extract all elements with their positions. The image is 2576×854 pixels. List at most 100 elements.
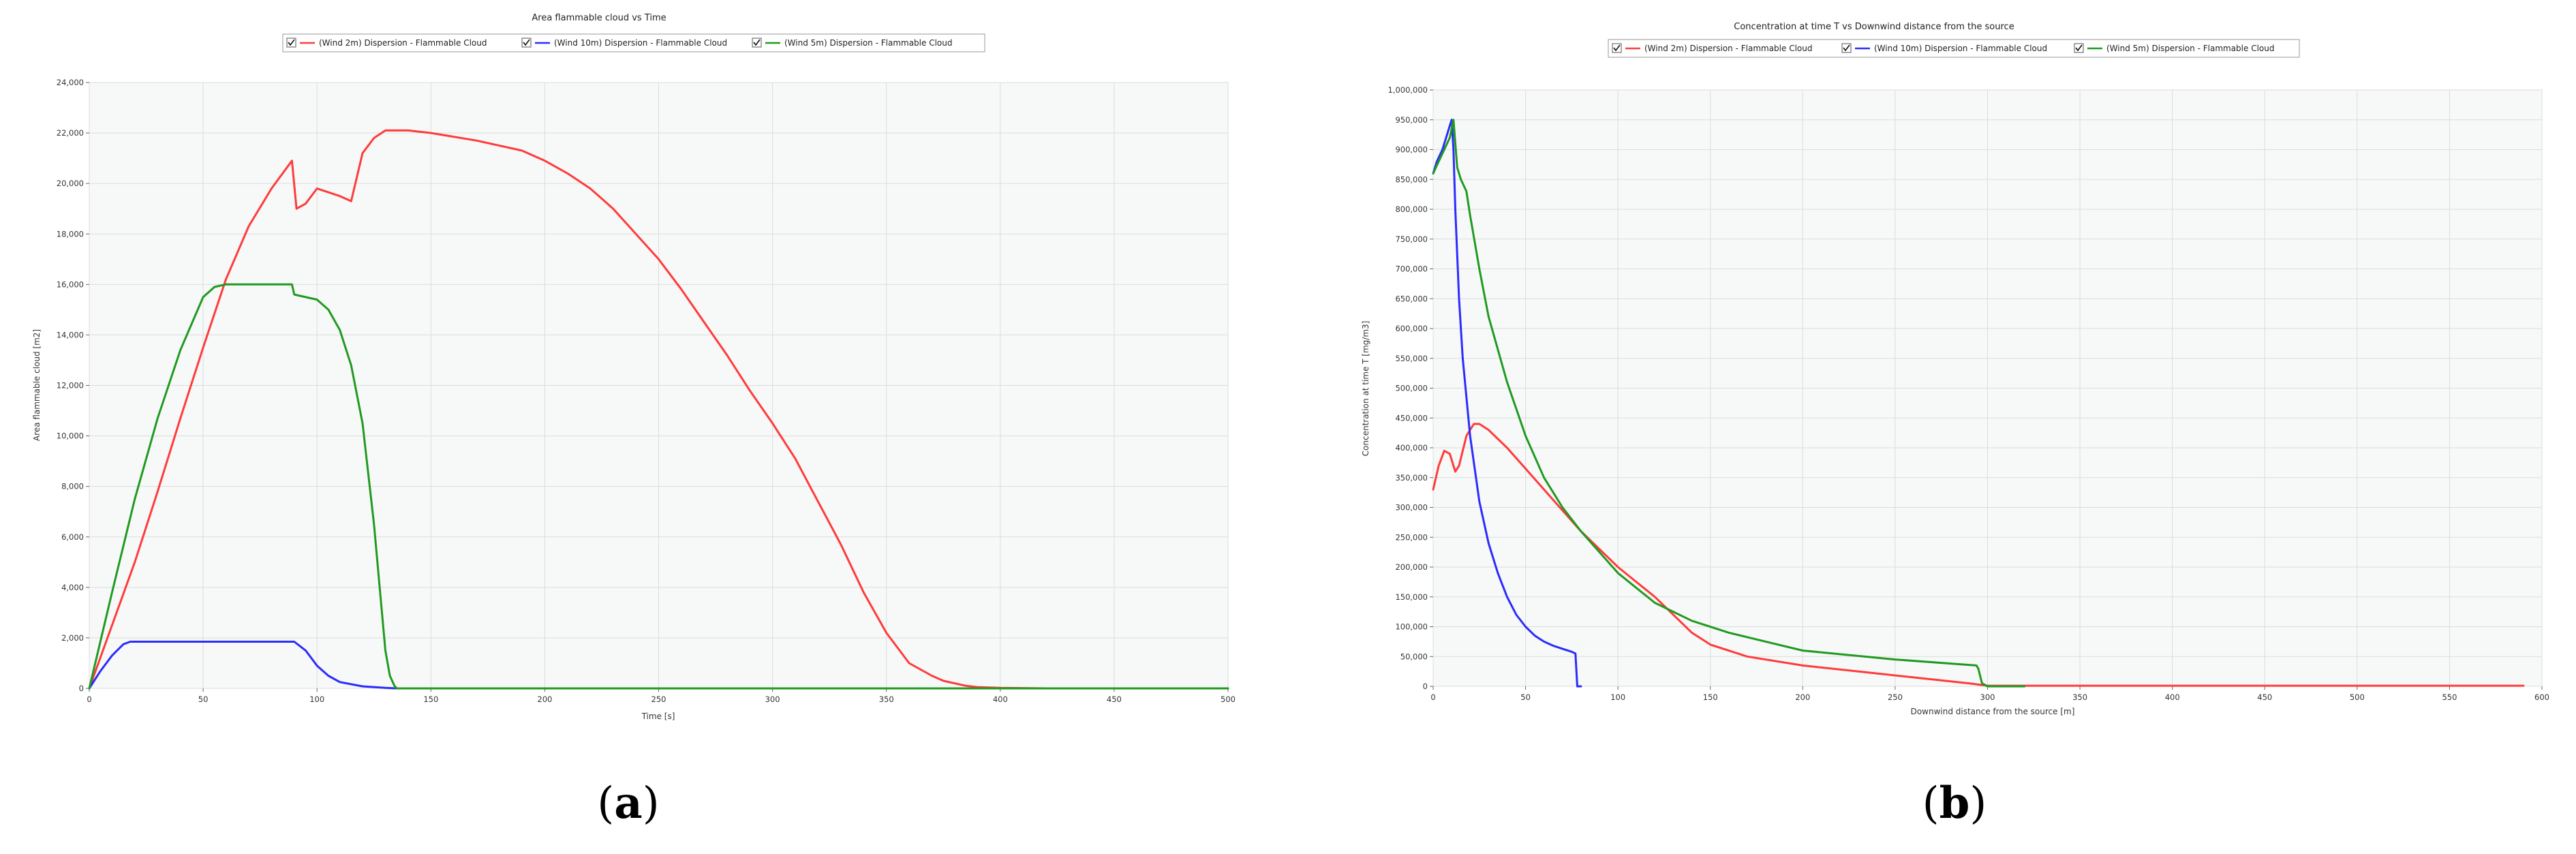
chart-a-legend-label-wind10m: (Wind 10m) Dispersion - Flammable Cloud	[554, 38, 727, 48]
chart-b-legend-box	[1608, 39, 2300, 58]
chart-b-y-tick-label: 850,000	[1395, 174, 1428, 184]
chart-b-y-tick-label: 400,000	[1395, 443, 1428, 453]
chart-a-x-tick-label: 150	[423, 695, 438, 704]
chart-a-y-tick-label: 20,000	[57, 179, 84, 188]
chart-b-title: Concentration at time T vs Downwind dist…	[1734, 22, 2014, 32]
checkmark-icon	[1613, 44, 1621, 52]
chart-a-y-tick-label: 6,000	[61, 532, 84, 542]
panel-label-b: (b)	[1922, 778, 1987, 829]
panel-label-a: (a)	[597, 778, 659, 829]
chart-b-y-tick-label: 800,000	[1395, 204, 1428, 214]
chart-a-x-tick-label: 250	[651, 695, 666, 704]
chart-b-x-ticks: 0 50 100 150 200 250 300 350 400 450 500 550 600	[1430, 686, 2549, 702]
chart-a-y-tick-label: 12,000	[57, 381, 84, 391]
chart-a-y-ticks: 0 2,000 4,000 6,000 8,000 10,000 12,000 14,000 1…	[57, 78, 89, 693]
chart-b-y-tick-label: 350,000	[1395, 473, 1428, 483]
chart-a-legend-item-wind5m[interactable]: (Wind 5m) Dispersion - Flammable Cloud	[752, 37, 952, 48]
chart-b-x-tick-label: 250	[1888, 692, 1903, 702]
chart-b-y-tick-label: 250,000	[1395, 532, 1428, 542]
chart-a-y-tick-label: 18,000	[57, 229, 84, 239]
chart-a-legend-item-wind10m[interactable]: (Wind 10m) Dispersion - Flammable Cloud	[521, 37, 727, 48]
chart-a-y-tick-label: 22,000	[57, 128, 84, 138]
chart-a-y-tick-label: 0	[79, 684, 84, 693]
chart-a-y-tick-label: 14,000	[57, 330, 84, 339]
chart-a-y-tick-label: 8,000	[61, 482, 84, 491]
chart-a-y-axis-label: Area flammable cloud [m2]	[32, 329, 42, 441]
chart-b-x-tick-label: 200	[1795, 692, 1810, 702]
chart-b-legend-item-wind5m[interactable]: (Wind 5m) Dispersion - Flammable Cloud	[2074, 43, 2274, 53]
chart-b-y-tick-label: 450,000	[1395, 413, 1428, 423]
chart-a-x-tick-label: 0	[87, 695, 91, 704]
chart-b-x-tick-label: 600	[2534, 692, 2549, 702]
chart-b-x-tick-label: 350	[2072, 692, 2087, 702]
chart-a-legend: (Wind 2m) Dispersion - Flammable Cloud (…	[282, 33, 985, 52]
chart-b-y-tick-label: 300,000	[1395, 503, 1428, 513]
chart-a-y-tick-label: 16,000	[57, 279, 84, 289]
chart-b-y-tick-label: 100,000	[1395, 622, 1428, 632]
chart-a-series-line-wind10m	[88, 641, 1229, 690]
chart-b-y-tick-label: 650,000	[1395, 294, 1428, 303]
chart-b-y-tick-label: 200,000	[1395, 562, 1428, 572]
chart-b-x-tick-label: 550	[2442, 692, 2457, 702]
chart-b-series	[1432, 119, 2525, 688]
chart-a-x-tick-label: 200	[537, 695, 552, 704]
chart-a-x-tick-label: 400	[993, 695, 1008, 704]
chart-b-y-axis-label: Concentration at time T [mg/m3]	[1361, 321, 1370, 457]
chart-a-y-tick-label: 24,000	[57, 78, 84, 87]
chart-b-y-tick-label: 950,000	[1395, 115, 1428, 125]
chart-b-legend-label-wind10m: (Wind 10m) Dispersion - Flammable Cloud	[1874, 44, 2047, 53]
chart-a-x-tick-label: 300	[765, 695, 780, 704]
chart-b-legend-label-wind2m: (Wind 2m) Dispersion - Flammable Cloud	[1644, 44, 1812, 53]
chart-b-x-tick-label: 0	[1430, 692, 1435, 702]
chart-a-x-tick-label: 500	[1221, 695, 1236, 704]
checkmark-icon	[288, 39, 295, 46]
chart-a-series-line-wind5m	[88, 283, 1229, 690]
chart-b-y-tick-label: 500,000	[1395, 384, 1428, 393]
chart-a-x-ticks: 0 50 100 150 200 250 300 350 400 450 500	[87, 688, 1236, 704]
chart-a-x-tick-label: 450	[1107, 695, 1122, 704]
chart-a-series	[88, 129, 1229, 690]
chart-a-legend-label-wind2m: (Wind 2m) Dispersion - Flammable Cloud	[319, 38, 487, 48]
chart-b-y-tick-label: 700,000	[1395, 264, 1428, 274]
chart-a-x-tick-label: 350	[879, 695, 894, 704]
chart-b-x-tick-label: 400	[2165, 692, 2180, 702]
chart-a: Area flammable cloud vs Time (Wind 2m) D…	[32, 13, 1236, 829]
chart-a-series-line-wind2m	[88, 129, 1229, 690]
chart-a-x-tick-label: 50	[198, 695, 209, 704]
chart-b-grid	[1432, 89, 2543, 687]
chart-b-y-tick-label: 750,000	[1395, 234, 1428, 244]
chart-b-y-tick-label: 600,000	[1395, 324, 1428, 333]
chart-b-x-tick-label: 150	[1703, 692, 1718, 702]
chart-b-series-line-wind10m	[1432, 119, 1582, 688]
chart-b: Concentration at time T vs Downwind dist…	[1361, 22, 2549, 829]
chart-b-legend-item-wind2m[interactable]: (Wind 2m) Dispersion - Flammable Cloud	[1612, 43, 1812, 53]
chart-b-y-tick-label: 550,000	[1395, 354, 1428, 363]
chart-b-x-tick-label: 50	[1520, 692, 1531, 702]
checkmark-icon	[753, 39, 761, 46]
checkmark-icon	[1843, 44, 1850, 52]
chart-b-y-tick-label: 0	[1423, 682, 1428, 691]
chart-b-series-line-wind2m	[1432, 423, 2525, 687]
chart-b-x-tick-label: 100	[1610, 692, 1625, 702]
chart-b-x-axis-label: Downwind distance from the source [m]	[1911, 707, 2075, 716]
chart-b-legend: (Wind 2m) Dispersion - Flammable Cloud (…	[1608, 39, 2300, 58]
chart-b-y-tick-label: 1,000,000	[1387, 85, 1428, 95]
chart-a-y-tick-label: 10,000	[57, 431, 84, 441]
chart-b-legend-item-wind10m[interactable]: (Wind 10m) Dispersion - Flammable Cloud	[1841, 43, 2047, 53]
chart-b-x-tick-label: 300	[1980, 692, 1995, 702]
chart-a-legend-item-wind2m[interactable]: (Wind 2m) Dispersion - Flammable Cloud	[286, 37, 487, 48]
checkmark-icon	[2075, 44, 2083, 52]
chart-a-legend-box	[282, 33, 985, 52]
chart-b-legend-label-wind5m: (Wind 5m) Dispersion - Flammable Cloud	[2106, 44, 2274, 53]
chart-a-grid	[89, 82, 1229, 689]
chart-b-y-tick-label: 50,000	[1400, 652, 1428, 661]
chart-b-series-line-wind5m	[1432, 119, 2026, 688]
chart-b-x-tick-label: 500	[2350, 692, 2365, 702]
chart-a-title: Area flammable cloud vs Time	[532, 13, 666, 23]
checkmark-icon	[523, 39, 530, 46]
chart-a-x-tick-label: 100	[309, 695, 324, 704]
chart-b-y-ticks: 0 50,000 100,000 150,000 200,000 250,000 300,0…	[1387, 85, 1433, 691]
chart-a-y-tick-label: 4,000	[61, 583, 84, 592]
chart-b-x-tick-label: 450	[2257, 692, 2272, 702]
